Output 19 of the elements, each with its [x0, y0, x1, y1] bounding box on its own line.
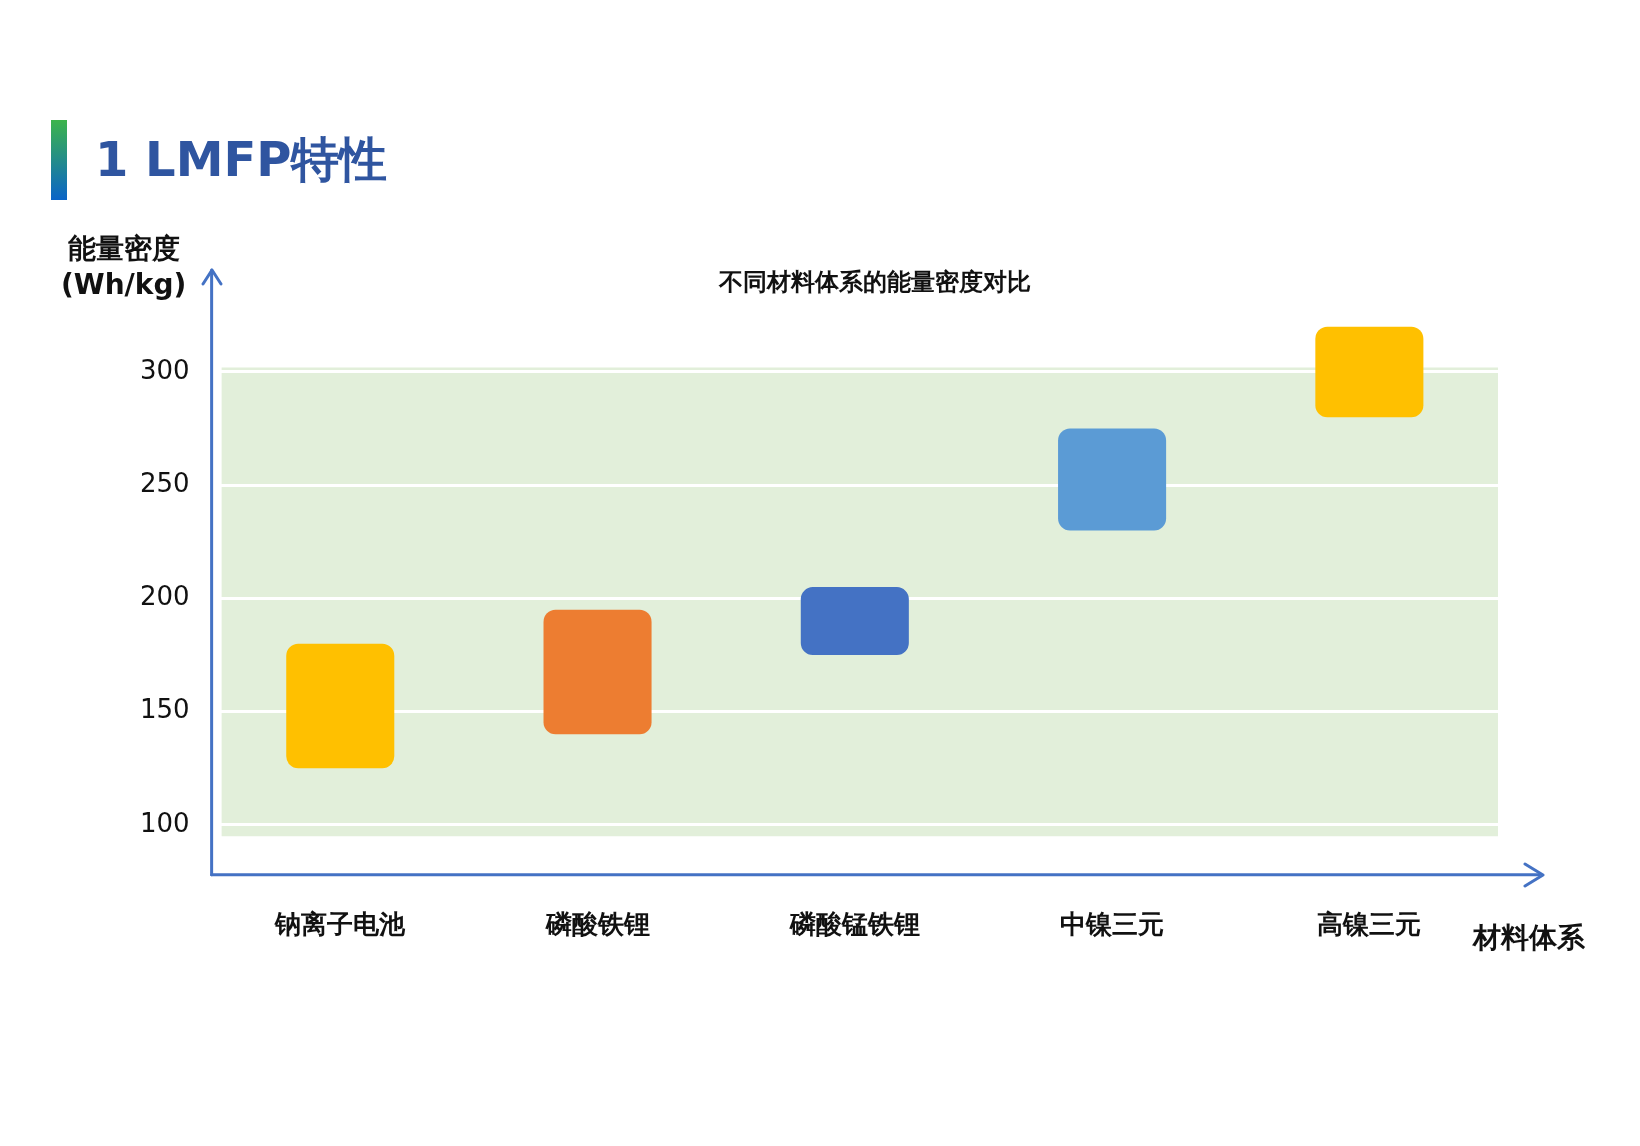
y-tick-label: 150	[139, 694, 190, 725]
bar	[800, 587, 909, 656]
bar	[543, 609, 652, 735]
y-axis-title: 能量密度 (Wh/kg)	[60, 232, 187, 301]
bar	[286, 643, 395, 769]
x-axis-title: 材料体系	[1471, 920, 1586, 954]
bar	[1315, 326, 1424, 418]
y-tick-label: 200	[139, 581, 190, 612]
y-tick-label: 100	[139, 807, 190, 838]
y-tick-label: 250	[139, 467, 190, 498]
x-tick-label: 高镍三元	[1317, 909, 1422, 940]
chart-title: 1 LMFP特性	[95, 130, 388, 189]
x-tick-label: 磷酸铁锂	[544, 909, 650, 940]
bar	[1058, 428, 1167, 531]
x-tick-label: 中镍三元	[1060, 909, 1165, 940]
x-tick-label: 磷酸锰铁锂	[788, 909, 920, 940]
chart-subtitle: 不同材料体系的能量密度对比	[717, 268, 1031, 296]
y-tick-label: 300	[139, 354, 190, 385]
x-tick-label: 钠离子电池	[274, 909, 407, 940]
